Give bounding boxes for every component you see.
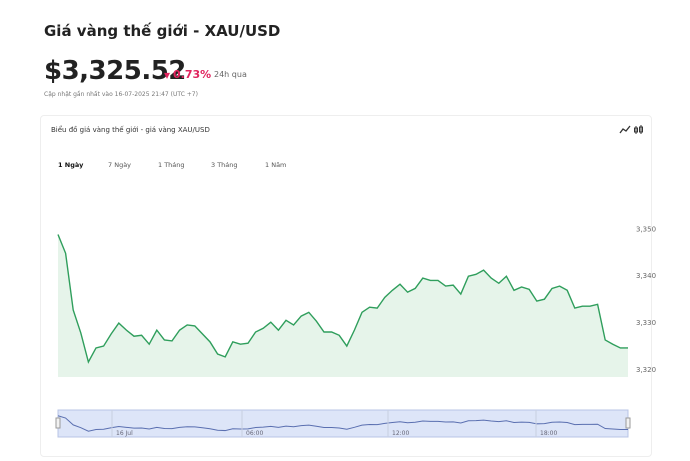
tab[interactable]: 7 Ngày: [108, 161, 132, 169]
tab[interactable]: 1 Năm: [265, 161, 287, 169]
tab[interactable]: 1 Ngày: [58, 161, 84, 169]
line: [57, 234, 628, 364]
page-title: Giá vàng thế giới - XAU/USD: [44, 22, 281, 40]
card-title: Biểu đồ giá vàng thế giới - giá vàng XAU…: [51, 126, 210, 134]
period: 24h qua: [214, 70, 247, 79]
y-tick-label: 3,330: [636, 319, 656, 327]
y-tick-label: 3,320: [636, 366, 656, 374]
y-tick-label: 3,340: [636, 272, 656, 280]
navigator-handle[interactable]: [625, 417, 631, 429]
updated: Cập nhật gần nhất vào 16-07-2025 21:47 (…: [44, 91, 198, 98]
tab[interactable]: 3 Tháng: [211, 161, 238, 169]
navigator-line: [57, 415, 628, 432]
tab[interactable]: 1 Tháng: [158, 161, 185, 169]
price: $3,325.52: [44, 56, 186, 86]
navigator-label: 18:00: [540, 430, 557, 437]
chart-icons[interactable]: [618, 123, 644, 137]
navigator-label: 06:00: [246, 430, 263, 437]
change-arrow: ▾: [164, 68, 171, 82]
area: [58, 234, 628, 377]
chart-card: [40, 115, 652, 457]
change: 0.73%: [173, 68, 212, 81]
y-tick-label: 3,350: [636, 225, 656, 233]
navigator-handle[interactable]: [55, 417, 61, 429]
navigator-label: 16 Jul: [116, 430, 133, 437]
navigator-label: 12:00: [392, 430, 409, 437]
